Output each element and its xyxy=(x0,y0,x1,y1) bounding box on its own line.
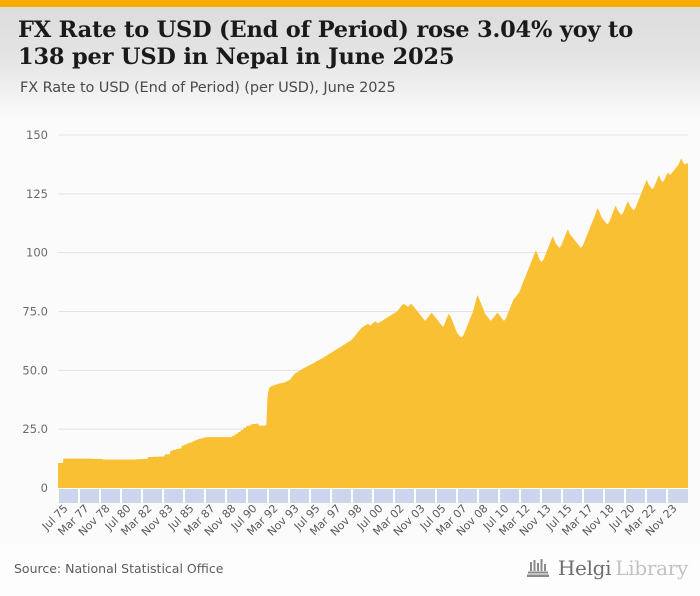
brand-secondary-text: Library xyxy=(615,556,688,580)
x-axis-band xyxy=(57,489,688,503)
svg-text:50.0: 50.0 xyxy=(22,363,48,377)
chart-footer: Source: National Statistical Office Helg… xyxy=(0,545,700,596)
library-building-icon xyxy=(526,559,549,577)
top-accent-bar xyxy=(0,0,700,7)
chart-plot-area: 0 25.0 50.0 75.0 100 125 150 Jul 75 Mar 77 Nov 7… xyxy=(0,117,700,545)
svg-text:25.0: 25.0 xyxy=(22,422,48,436)
source-note: Source: National Statistical Office xyxy=(14,561,224,576)
brand-logo[interactable]: Helgi Library xyxy=(526,556,688,580)
svg-text:100: 100 xyxy=(26,246,48,260)
svg-text:75.0: 75.0 xyxy=(22,305,48,319)
svg-text:0: 0 xyxy=(41,481,48,495)
svg-text:125: 125 xyxy=(26,187,48,201)
svg-text:150: 150 xyxy=(26,128,48,142)
y-axis-labels: 0 25.0 50.0 75.0 100 125 150 xyxy=(22,128,48,495)
chart-subtitle: FX Rate to USD (End of Period) (per USD)… xyxy=(20,80,396,96)
area-series xyxy=(58,158,688,488)
page-title: FX Rate to USD (End of Period) rose 3.04… xyxy=(18,17,634,70)
brand-primary-text: Helgi xyxy=(557,556,612,580)
chart-header: FX Rate to USD (End of Period) rose 3.04… xyxy=(0,7,700,117)
